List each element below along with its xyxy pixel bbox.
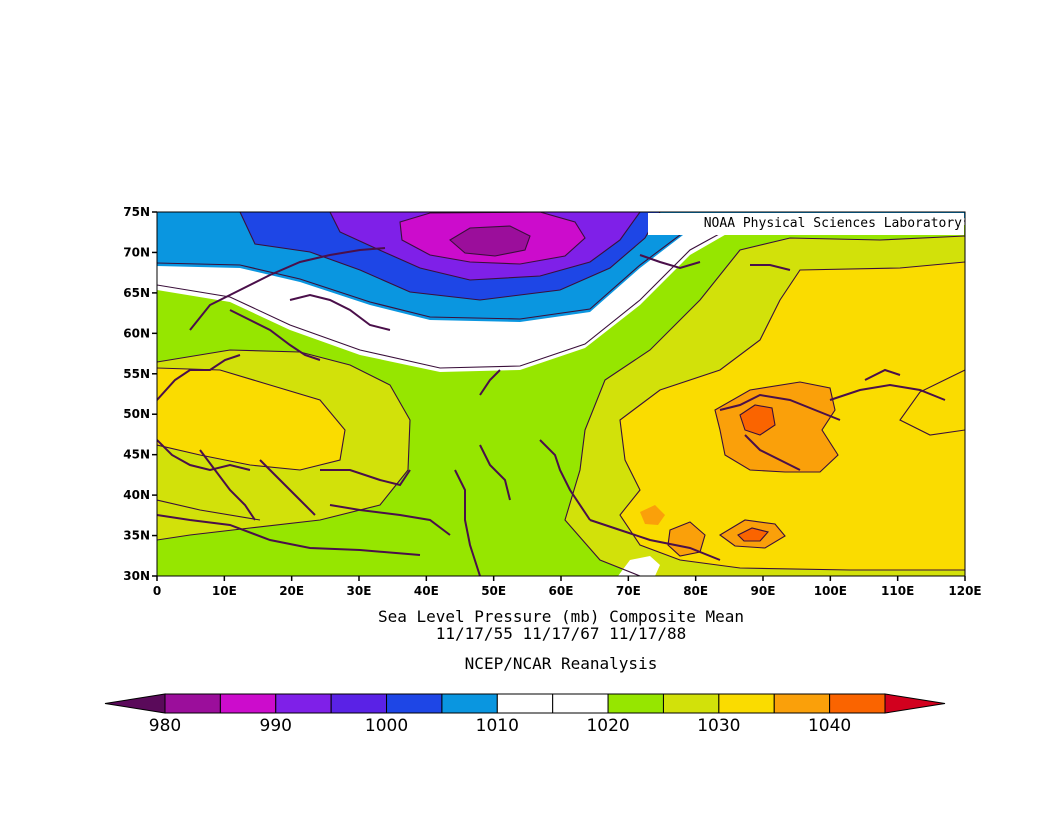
band-1035-1040-asia [740,405,775,435]
lon-label: 30E [347,584,372,598]
map-panel: NOAA Physical Sciences Laboratory 75N 70N… [123,205,981,598]
lat-label: 55N [123,367,150,381]
band-985-990 [450,226,530,256]
credit-label: NOAA Physical Sciences Laboratory [704,216,962,231]
colorbar-label: 1000 [365,716,408,736]
band-1030-1035-tibet [668,522,705,556]
lat-label: 45N [123,448,150,462]
coastlines [157,247,946,576]
lon-label: 40E [414,584,439,598]
pressure-field [157,212,965,576]
lat-label: 30N [123,569,150,583]
lat-label: 65N [123,286,150,300]
map-title: Sea Level Pressure (mb) Composite Mean [378,607,744,626]
lon-label: 100E [814,584,847,598]
lon-label: 110E [881,584,914,598]
colorbar-swatch [386,693,443,714]
lon-label: 80E [683,584,708,598]
lon-label: 90E [751,584,776,598]
lat-axis: 75N 70N 65N 60N 55N 50N 45N 40N 35N 30N [123,205,157,583]
lat-label: 40N [123,488,150,502]
colorbar-swatch [496,693,554,714]
band-1030-1035-kashmir [640,505,665,525]
lat-label: 50N [123,407,150,421]
credit-box [648,213,964,235]
colorbar-swatch [330,693,388,714]
lon-axis: 0 10E 20E 30E 40E 50E 60E 70E 80E 90E 100E 110E 120E [153,576,982,598]
colorbar-swatch [718,693,775,714]
colorbar-label: 1010 [476,716,519,736]
colorbar-swatch [441,693,498,714]
lon-label: 70E [616,584,641,598]
colorbar-swatch [164,693,221,714]
colorbar-label: 990 [260,716,292,736]
colorbar-swatch [662,693,720,714]
map-source: NCEP/NCAR Reanalysis [465,654,658,673]
lat-label: 75N [123,205,150,219]
colorbar: 980 990 1000 1010 1020 1030 1040 [104,693,946,736]
colorbar-swatch [829,693,886,714]
colorbar-arrow-high [884,693,946,714]
colorbar-swatch [773,693,831,714]
lat-label: 35N [123,529,150,543]
lon-label: 50E [481,584,506,598]
lon-label: 20E [279,584,304,598]
lat-label: 60N [123,326,150,340]
lon-label: 10E [212,584,237,598]
lon-label: 60E [549,584,574,598]
colorbar-label: 980 [149,716,181,736]
colorbar-label: 1030 [697,716,740,736]
map-dates: 11/17/55 11/17/67 11/17/88 [436,624,686,643]
colorbar-swatch [552,693,609,714]
lon-label: 0 [153,584,161,598]
band-1030-1035-asia [715,382,838,472]
colorbar-swatch [275,693,332,714]
lat-label: 70N [123,245,150,259]
colorbar-label: 1040 [808,716,851,736]
colorbar-label: 1020 [586,716,629,736]
colorbar-arrow-low [104,693,166,714]
lon-label: 120E [948,584,981,598]
colorbar-swatch [607,693,664,714]
colorbar-swatch [219,693,277,714]
